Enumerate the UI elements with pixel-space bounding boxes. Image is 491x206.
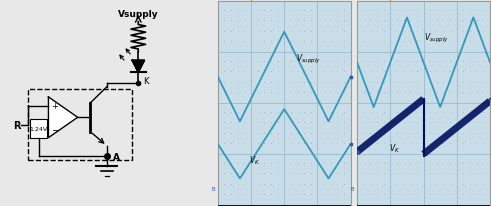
Text: A: A bbox=[113, 152, 120, 161]
Polygon shape bbox=[132, 61, 144, 73]
Bar bbox=[357, 205, 490, 206]
Text: 1.24V: 1.24V bbox=[29, 126, 48, 131]
Text: $V_K$: $V_K$ bbox=[389, 142, 400, 154]
Text: −: − bbox=[52, 125, 60, 135]
Bar bbox=[29, 120, 47, 138]
Text: B: B bbox=[212, 186, 215, 191]
Bar bbox=[218, 205, 351, 206]
Text: $V_{supply}$: $V_{supply}$ bbox=[296, 52, 321, 65]
Text: B: B bbox=[351, 186, 355, 191]
Text: K: K bbox=[143, 77, 149, 86]
Text: $V_{supply}$: $V_{supply}$ bbox=[424, 32, 449, 45]
Bar bbox=[27, 89, 132, 160]
Text: Vsupply: Vsupply bbox=[118, 10, 159, 19]
Text: R: R bbox=[13, 121, 21, 131]
Text: +: + bbox=[52, 101, 58, 110]
Text: $V_K$: $V_K$ bbox=[249, 154, 261, 166]
Polygon shape bbox=[49, 97, 78, 138]
